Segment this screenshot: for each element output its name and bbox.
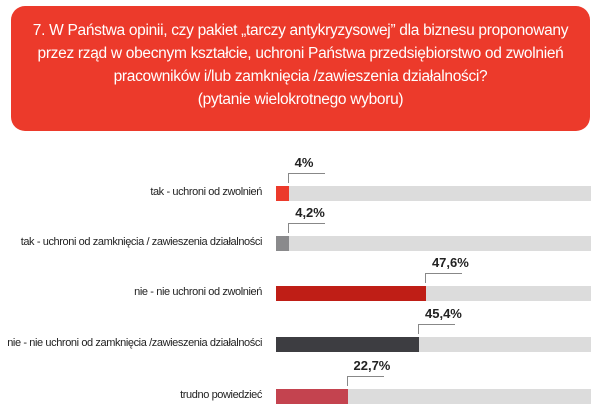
category-label: trudno powiedzieć <box>180 389 262 401</box>
label-leader-line <box>424 273 462 283</box>
bar <box>276 389 348 404</box>
label-leader-line <box>418 324 455 334</box>
bar <box>276 186 289 201</box>
value-label: 47,6% <box>431 255 469 270</box>
category-label: tak - uchroni od zamknięcia / zawieszeni… <box>20 236 263 248</box>
value-label: 4% <box>294 155 314 170</box>
bar-track <box>276 286 591 301</box>
bar-row: nie - nie uchroni od zamknięcia /zawiesz… <box>0 297 600 357</box>
question-line: przez rząd w obecnym kształcie, uchroni … <box>37 45 564 62</box>
bar <box>276 286 426 301</box>
bar-row: tak - uchroni od zamknięcia / zawieszeni… <box>0 196 600 256</box>
label-leader-line <box>288 223 326 233</box>
question-line: 7. W Państwa opinii, czy pakiet „tarczy … <box>32 22 569 39</box>
bar-row: trudno powiedzieć 22,7% <box>0 349 600 409</box>
question-line: pracowników i/lub zamknięcia /zawieszeni… <box>113 68 488 85</box>
bar <box>276 337 419 352</box>
bar-row: tak - uchroni od zwolnień 4% <box>0 146 600 206</box>
value-label: 45,4% <box>425 306 462 321</box>
value-label: 4,2% <box>295 205 325 220</box>
bar <box>276 236 290 251</box>
bar-row: nie - nie uchroni od zwolnień 47,6% <box>0 246 600 306</box>
bar-track <box>276 337 591 352</box>
category-label: tak - uchroni od zwolnień <box>150 186 262 198</box>
question-line: (pytanie wielokrotnego wyboru) <box>197 91 404 108</box>
question-header: 7. W Państwa opinii, czy pakiet „tarczy … <box>11 6 590 131</box>
label-leader-line <box>346 376 384 386</box>
value-label: 22,7% <box>353 358 391 373</box>
bar-track <box>276 236 591 251</box>
category-label: nie - nie uchroni od zwolnień <box>134 286 262 298</box>
bar-track <box>276 186 591 201</box>
bar-track <box>276 389 591 404</box>
label-leader-line <box>287 173 325 183</box>
category-label: nie - nie uchroni od zamknięcia /zawiesz… <box>7 337 262 349</box>
